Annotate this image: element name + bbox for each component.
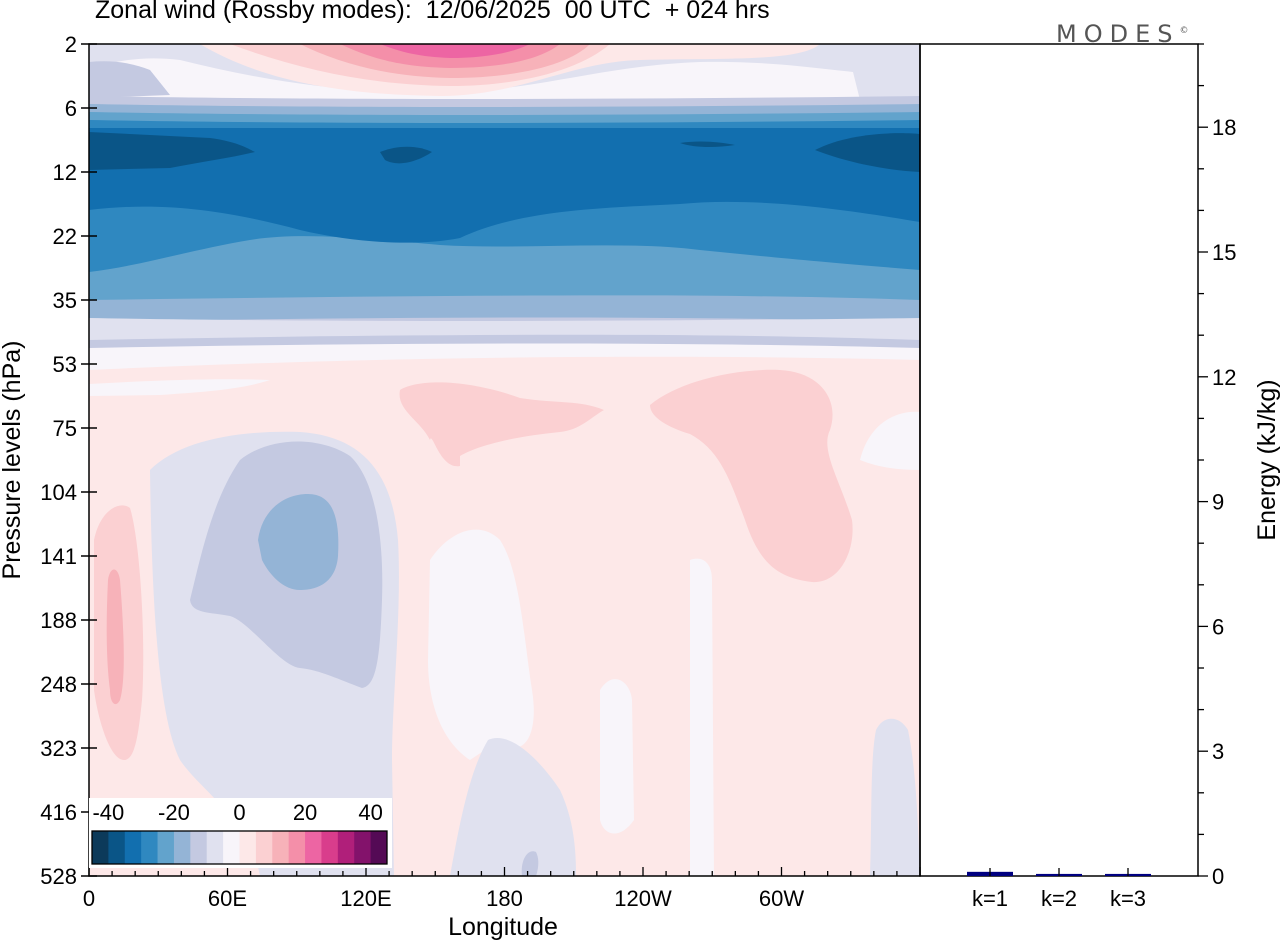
colorbar-swatch <box>206 831 224 864</box>
colorbar-swatch <box>370 831 388 864</box>
y-tick-label: 53 <box>53 352 77 377</box>
logo-mark: © <box>1179 26 1189 36</box>
chart-title: Zonal wind (Rossby modes): 12/06/2025 00… <box>95 0 770 24</box>
contour-region <box>600 679 634 834</box>
energy-tick-label: 0 <box>1212 864 1224 889</box>
bar-category-label: k=1 <box>972 886 1008 911</box>
colorbar-label: 20 <box>293 800 317 825</box>
energy-axis-label: Energy (kJ/kg) <box>1253 379 1280 540</box>
y-tick-label: 528 <box>40 864 77 889</box>
energy-axis: 0 3 6 9 12 15 18 <box>1198 43 1236 889</box>
colorbar-swatch <box>92 831 109 864</box>
y-tick-label: 416 <box>40 800 77 825</box>
x-tick-label: 180 <box>486 886 523 911</box>
contour-region <box>850 51 920 100</box>
colorbar-swatch <box>321 831 339 864</box>
x-tick-label: 120E <box>340 886 391 911</box>
bar-category-label: k=2 <box>1041 886 1077 911</box>
colorbar-swatch <box>255 831 273 864</box>
energy-tick-label: 18 <box>1212 115 1236 140</box>
x-tick-label: 120W <box>614 886 672 911</box>
colorbar-label: -40 <box>92 800 124 825</box>
contour-region <box>815 133 920 172</box>
energy-tick-label: 12 <box>1212 365 1236 390</box>
y-tick-label: 6 <box>65 96 77 121</box>
x-tick-label: 60E <box>208 886 247 911</box>
energy-tick-label: 3 <box>1212 739 1224 764</box>
x-tick-label: 0 <box>83 886 95 911</box>
colorbar-frame <box>91 830 388 865</box>
contour-region <box>399 382 604 467</box>
y-tick-label: 35 <box>53 288 77 313</box>
x-tick-label: 60W <box>759 886 804 911</box>
y-axis-label: Pressure levels (hPa) <box>0 341 26 580</box>
y-tick-label: 22 <box>53 224 77 249</box>
contour-region <box>380 44 530 58</box>
contour-region <box>450 738 576 876</box>
contour-region <box>650 369 853 583</box>
contour-region <box>89 318 920 340</box>
y-tick-label: 141 <box>40 544 77 569</box>
colorbar-swatch <box>190 831 208 864</box>
contour-region <box>89 61 170 98</box>
contour-region <box>89 132 255 170</box>
y-tick-label: 188 <box>40 608 77 633</box>
colorbar: -40 -20 0 20 40 <box>89 798 392 868</box>
contour-region <box>860 411 920 470</box>
contour-field <box>89 44 920 876</box>
contour-region <box>89 128 920 243</box>
bar-category-label: k=3 <box>1110 886 1146 911</box>
colorbar-swatch <box>223 831 240 864</box>
colorbar-swatch <box>272 831 290 864</box>
energy-tick-label: 9 <box>1212 490 1224 515</box>
y-tick-label: 323 <box>40 736 77 761</box>
contour-region <box>380 146 432 164</box>
colorbar-swatch <box>124 831 142 864</box>
y-tick-label: 75 <box>53 416 77 441</box>
energy-bars: k=1 k=2 k=3 <box>967 868 1151 911</box>
colorbar-swatch <box>337 831 355 864</box>
x-axis-label: Longitude <box>448 913 558 941</box>
colorbar-label: 40 <box>358 800 382 825</box>
colorbar-swatch <box>108 831 126 864</box>
longitude-axis: 0 60E 120E 180 120W 60W <box>83 867 921 911</box>
colorbar-label: 0 <box>233 800 245 825</box>
colorbar-label: -20 <box>158 800 190 825</box>
energy-tick-label: 6 <box>1212 614 1224 639</box>
colorbar-swatch <box>239 831 257 864</box>
y-tick-label: 104 <box>40 480 77 505</box>
energy-tick-label: 15 <box>1212 240 1236 265</box>
contour-region <box>89 379 270 396</box>
colorbar-swatch <box>354 831 372 864</box>
contour-region <box>870 718 920 876</box>
colorbar-swatch <box>288 831 306 864</box>
contour-region <box>680 141 735 148</box>
contour-region <box>428 529 534 760</box>
y-tick-label: 248 <box>40 672 77 697</box>
colorbar-swatch <box>141 831 159 864</box>
y-tick-label: 12 <box>53 160 77 185</box>
contour-region <box>258 494 339 590</box>
colorbar-swatch <box>173 831 191 864</box>
colorbar-swatch <box>157 831 175 864</box>
colorbar-swatch <box>305 831 322 864</box>
contour-region <box>521 851 539 876</box>
energy-plot-frame <box>919 43 1199 877</box>
contour-region <box>106 569 124 705</box>
y-tick-label: 2 <box>65 32 77 57</box>
contour-region <box>690 558 714 876</box>
